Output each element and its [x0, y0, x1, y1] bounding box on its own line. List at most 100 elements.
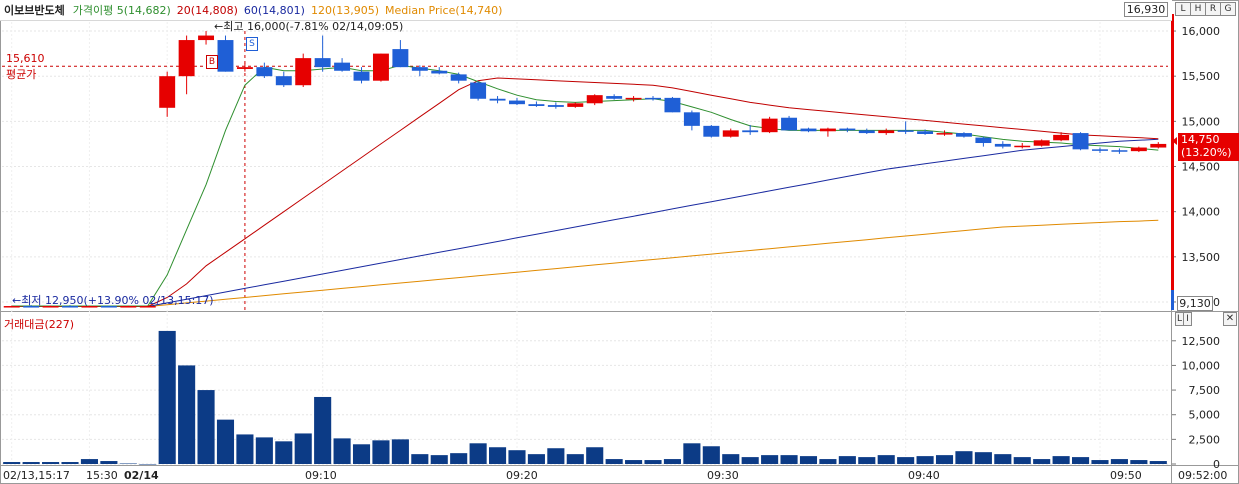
- current-price: 14,750: [1181, 133, 1220, 146]
- candle-body: [917, 131, 934, 134]
- volume-bar: [80, 459, 99, 464]
- candle-body: [159, 76, 176, 108]
- volume-bar: [333, 438, 351, 464]
- candle-body: [236, 67, 253, 69]
- volume-bar: [897, 457, 915, 464]
- time-axis-label: 09:50: [1110, 469, 1142, 482]
- legend-ma5[interactable]: 가격이평 5(14,682): [72, 4, 171, 17]
- volume-bar: [586, 447, 604, 464]
- volume-tick-label: 7,500: [1189, 384, 1221, 397]
- volume-bar: [994, 454, 1012, 464]
- volume-bar: [100, 461, 118, 464]
- volume-bar: [877, 455, 895, 464]
- volume-bar: [799, 456, 818, 464]
- candle-body: [1014, 145, 1031, 148]
- volume-bar: [935, 455, 954, 464]
- chart-legend: 이보브반도체 가격이평 5(14,682) 20(14,808) 60(14,8…: [0, 0, 1172, 21]
- volume-tick-label: 12,500: [1182, 335, 1221, 348]
- candle-body: [586, 95, 603, 104]
- price-tick-label: 15,000: [1182, 115, 1221, 128]
- volume-bar: [1033, 459, 1051, 464]
- legend-ma60[interactable]: 60(14,801): [243, 3, 305, 17]
- candle-body: [256, 67, 273, 77]
- time-axis-label: 15:30: [86, 469, 118, 482]
- volume-bar: [1052, 456, 1070, 464]
- time-axis-label: 09:10: [305, 469, 337, 482]
- axis-button-h[interactable]: H: [1190, 2, 1206, 16]
- volume-bar: [858, 457, 876, 464]
- legend-median[interactable]: Median Price(14,740): [385, 3, 503, 17]
- buy-marker[interactable]: B: [206, 55, 218, 69]
- time-axis-label: 09:20: [506, 469, 538, 482]
- max-price-label: 16,930: [1124, 2, 1168, 17]
- volume-bar: [275, 441, 293, 464]
- candle-body: [489, 98, 506, 101]
- volume-bar: [741, 457, 759, 464]
- candle-body: [178, 40, 195, 77]
- volume-bar: [955, 451, 973, 464]
- candle-body: [392, 49, 409, 68]
- legend-ma20[interactable]: 20(14,808): [176, 3, 238, 17]
- candle-body: [606, 96, 623, 99]
- candle-body: [509, 100, 525, 105]
- price-tick-label: 13,500: [1182, 251, 1221, 264]
- volume-bar: [605, 459, 623, 464]
- close-icon[interactable]: ✕: [1223, 312, 1237, 326]
- volume-tick-label: 0: [1213, 458, 1220, 471]
- candle-body: [761, 118, 778, 133]
- volume-bar: [722, 454, 740, 464]
- volume-bar: [780, 455, 798, 464]
- volume-tick-label: 2,500: [1189, 433, 1221, 446]
- volume-bar: [236, 434, 254, 464]
- avg-price-text: 평균가: [6, 68, 37, 81]
- candle-body: [994, 143, 1011, 147]
- price-tick-label: 14,500: [1182, 161, 1221, 174]
- candle-body: [547, 105, 564, 107]
- sell-marker[interactable]: S: [246, 37, 258, 51]
- legend-ma120[interactable]: 120(13,905): [310, 3, 380, 17]
- candle-body: [625, 97, 642, 100]
- ma120-line: [11, 219, 1159, 307]
- candle-body: [275, 76, 292, 86]
- volume-bar: [42, 462, 60, 464]
- candle-body: [372, 53, 389, 81]
- volume-bar: [450, 453, 468, 464]
- volume-bar: [1130, 460, 1148, 464]
- axis-button-l[interactable]: L: [1175, 2, 1191, 16]
- candle-body: [800, 128, 817, 132]
- sub-button-i[interactable]: I: [1183, 312, 1192, 326]
- volume-tick-label: 5,000: [1189, 409, 1221, 422]
- candle-body: [1033, 140, 1050, 146]
- candle-body: [722, 130, 739, 137]
- volume-bar: [1091, 460, 1109, 464]
- candle-body: [1092, 149, 1108, 151]
- candle-body: [431, 70, 448, 74]
- volume-bar: [411, 454, 429, 464]
- axis-button-g[interactable]: G: [1220, 2, 1236, 16]
- volume-bar: [22, 462, 40, 464]
- time-axis-label: 09:30: [707, 469, 739, 482]
- volume-bar: [469, 443, 487, 464]
- axis-button-r[interactable]: R: [1205, 2, 1221, 16]
- ma20-line: [11, 77, 1159, 307]
- candle-body: [858, 130, 875, 134]
- volume-bar: [197, 390, 215, 464]
- volume-bar: [372, 440, 390, 464]
- candle-body: [334, 62, 351, 71]
- volume-bar: [1071, 457, 1090, 464]
- current-price-pointer: [1172, 137, 1177, 145]
- volume-bar: [3, 462, 21, 464]
- volume-bar: [683, 443, 701, 464]
- candle-body: [62, 306, 78, 308]
- buy-marker-label: B: [208, 57, 216, 67]
- price-tick-label: 14,000: [1182, 206, 1221, 219]
- high-annotation: ←최고 16,000(-7.81% 02/14,09:05): [214, 20, 404, 33]
- candle-body: [120, 306, 137, 308]
- volume-bar: [916, 456, 934, 464]
- volume-bar: [566, 454, 584, 464]
- candle-body: [936, 133, 953, 135]
- candle-body: [819, 128, 836, 132]
- volume-legend: 거래대금(227): [4, 318, 75, 331]
- candle-body: [100, 306, 117, 308]
- volume-bar: [119, 463, 137, 465]
